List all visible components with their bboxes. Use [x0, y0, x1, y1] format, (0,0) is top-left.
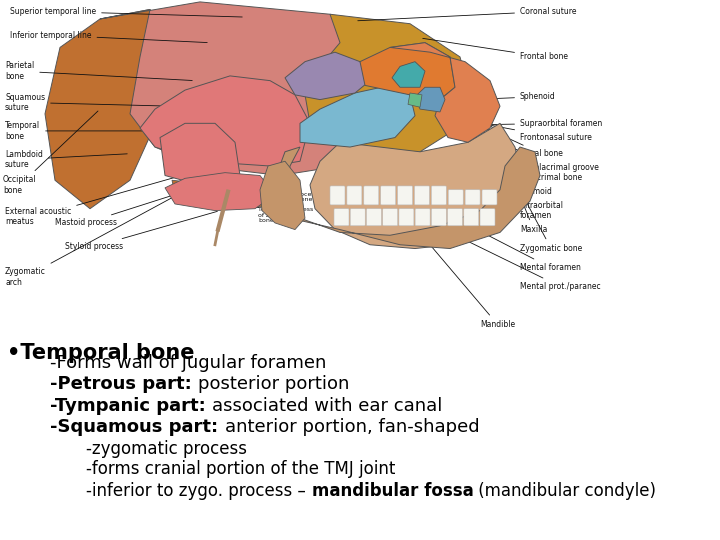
Text: associated with ear canal: associated with ear canal — [212, 397, 443, 415]
FancyBboxPatch shape — [415, 186, 429, 205]
Polygon shape — [100, 2, 390, 176]
Text: Coronal suture: Coronal suture — [358, 7, 577, 21]
Polygon shape — [160, 123, 240, 190]
Text: (mandibular condyle): (mandibular condyle) — [473, 482, 656, 500]
FancyBboxPatch shape — [482, 190, 497, 205]
Polygon shape — [408, 93, 422, 107]
Polygon shape — [392, 62, 425, 87]
FancyBboxPatch shape — [431, 208, 446, 226]
Text: Zygomatic bone: Zygomatic bone — [449, 57, 582, 253]
Polygon shape — [390, 43, 500, 143]
Text: Superior temporal line: Superior temporal line — [10, 7, 242, 17]
FancyBboxPatch shape — [465, 190, 480, 205]
Text: Mandible: Mandible — [432, 247, 515, 329]
Text: -Petrous part:: -Petrous part: — [50, 375, 199, 393]
Text: -zygomatic process: -zygomatic process — [86, 440, 248, 458]
Text: Supraorbital foramen: Supraorbital foramen — [453, 119, 602, 128]
FancyBboxPatch shape — [397, 186, 413, 205]
Polygon shape — [165, 173, 275, 211]
Text: Ethmoid: Ethmoid — [410, 78, 552, 196]
Text: anterior portion, fan-shaped: anterior portion, fan-shaped — [225, 418, 480, 436]
Polygon shape — [140, 76, 310, 166]
FancyBboxPatch shape — [480, 208, 495, 226]
Text: -forms cranial portion of the TMJ joint: -forms cranial portion of the TMJ joint — [86, 460, 396, 478]
Text: Parietal
bone: Parietal bone — [5, 62, 192, 81]
Text: Frontal bone: Frontal bone — [423, 38, 568, 62]
FancyBboxPatch shape — [334, 208, 349, 226]
Polygon shape — [360, 43, 455, 99]
Polygon shape — [305, 14, 470, 152]
Polygon shape — [415, 87, 445, 112]
Text: Frontonasal suture: Frontonasal suture — [443, 116, 592, 142]
Text: Mastoid process: Mastoid process — [55, 186, 202, 227]
Text: -Squamous part:: -Squamous part: — [50, 418, 225, 436]
Polygon shape — [285, 52, 370, 99]
Text: External acoustic
meatus: External acoustic meatus — [5, 167, 212, 226]
Text: Zygomatic
arch: Zygomatic arch — [5, 196, 176, 287]
Polygon shape — [45, 10, 170, 208]
Polygon shape — [300, 85, 415, 147]
Text: Styloid process: Styloid process — [65, 211, 217, 251]
FancyBboxPatch shape — [449, 190, 463, 205]
Text: Lambdoid
suture: Lambdoid suture — [5, 150, 127, 169]
FancyBboxPatch shape — [415, 208, 430, 226]
Polygon shape — [172, 180, 280, 207]
Text: Squamous
suture: Squamous suture — [5, 93, 172, 112]
Polygon shape — [310, 123, 520, 248]
Text: Inferior temporal line: Inferior temporal line — [10, 31, 207, 43]
FancyBboxPatch shape — [399, 208, 414, 226]
Text: -inferior to zygo. process –: -inferior to zygo. process – — [86, 482, 312, 500]
Text: mandibular fossa: mandibular fossa — [312, 482, 473, 500]
Text: Mental prot./paranec: Mental prot./paranec — [443, 229, 600, 291]
FancyBboxPatch shape — [464, 208, 479, 226]
Text: -Tympanic part:: -Tympanic part: — [50, 397, 212, 415]
Text: Nasal bone: Nasal bone — [438, 105, 563, 158]
FancyBboxPatch shape — [382, 208, 397, 226]
Polygon shape — [278, 147, 540, 248]
Text: Zygomatic process
of temporal bone: Zygomatic process of temporal bone — [258, 192, 318, 202]
FancyBboxPatch shape — [330, 186, 345, 205]
Text: Nasolacrimal groove
of lacrimal bone: Nasolacrimal groove of lacrimal bone — [420, 98, 599, 183]
Polygon shape — [260, 161, 305, 230]
FancyBboxPatch shape — [364, 186, 379, 205]
Text: Sphenoid: Sphenoid — [402, 92, 556, 103]
Text: -Forms wall of jugular foramen: -Forms wall of jugular foramen — [50, 354, 327, 372]
Text: Temporal
bone: Temporal bone — [5, 121, 162, 140]
FancyBboxPatch shape — [347, 186, 362, 205]
FancyBboxPatch shape — [448, 208, 462, 226]
Text: Occipital
bone: Occipital bone — [3, 111, 98, 195]
FancyBboxPatch shape — [366, 208, 382, 226]
FancyBboxPatch shape — [431, 186, 446, 205]
Text: Infraorbital
foramen: Infraorbital foramen — [462, 90, 563, 220]
Text: posterior portion: posterior portion — [199, 375, 350, 393]
Text: Temporal process
of zygomatic
bone: Temporal process of zygomatic bone — [258, 207, 313, 224]
Text: Mental foramen: Mental foramen — [443, 212, 581, 272]
FancyBboxPatch shape — [381, 186, 396, 205]
FancyBboxPatch shape — [350, 208, 365, 226]
Text: •Temporal bone: •Temporal bone — [7, 343, 194, 363]
Text: Maxilla: Maxilla — [469, 71, 547, 234]
